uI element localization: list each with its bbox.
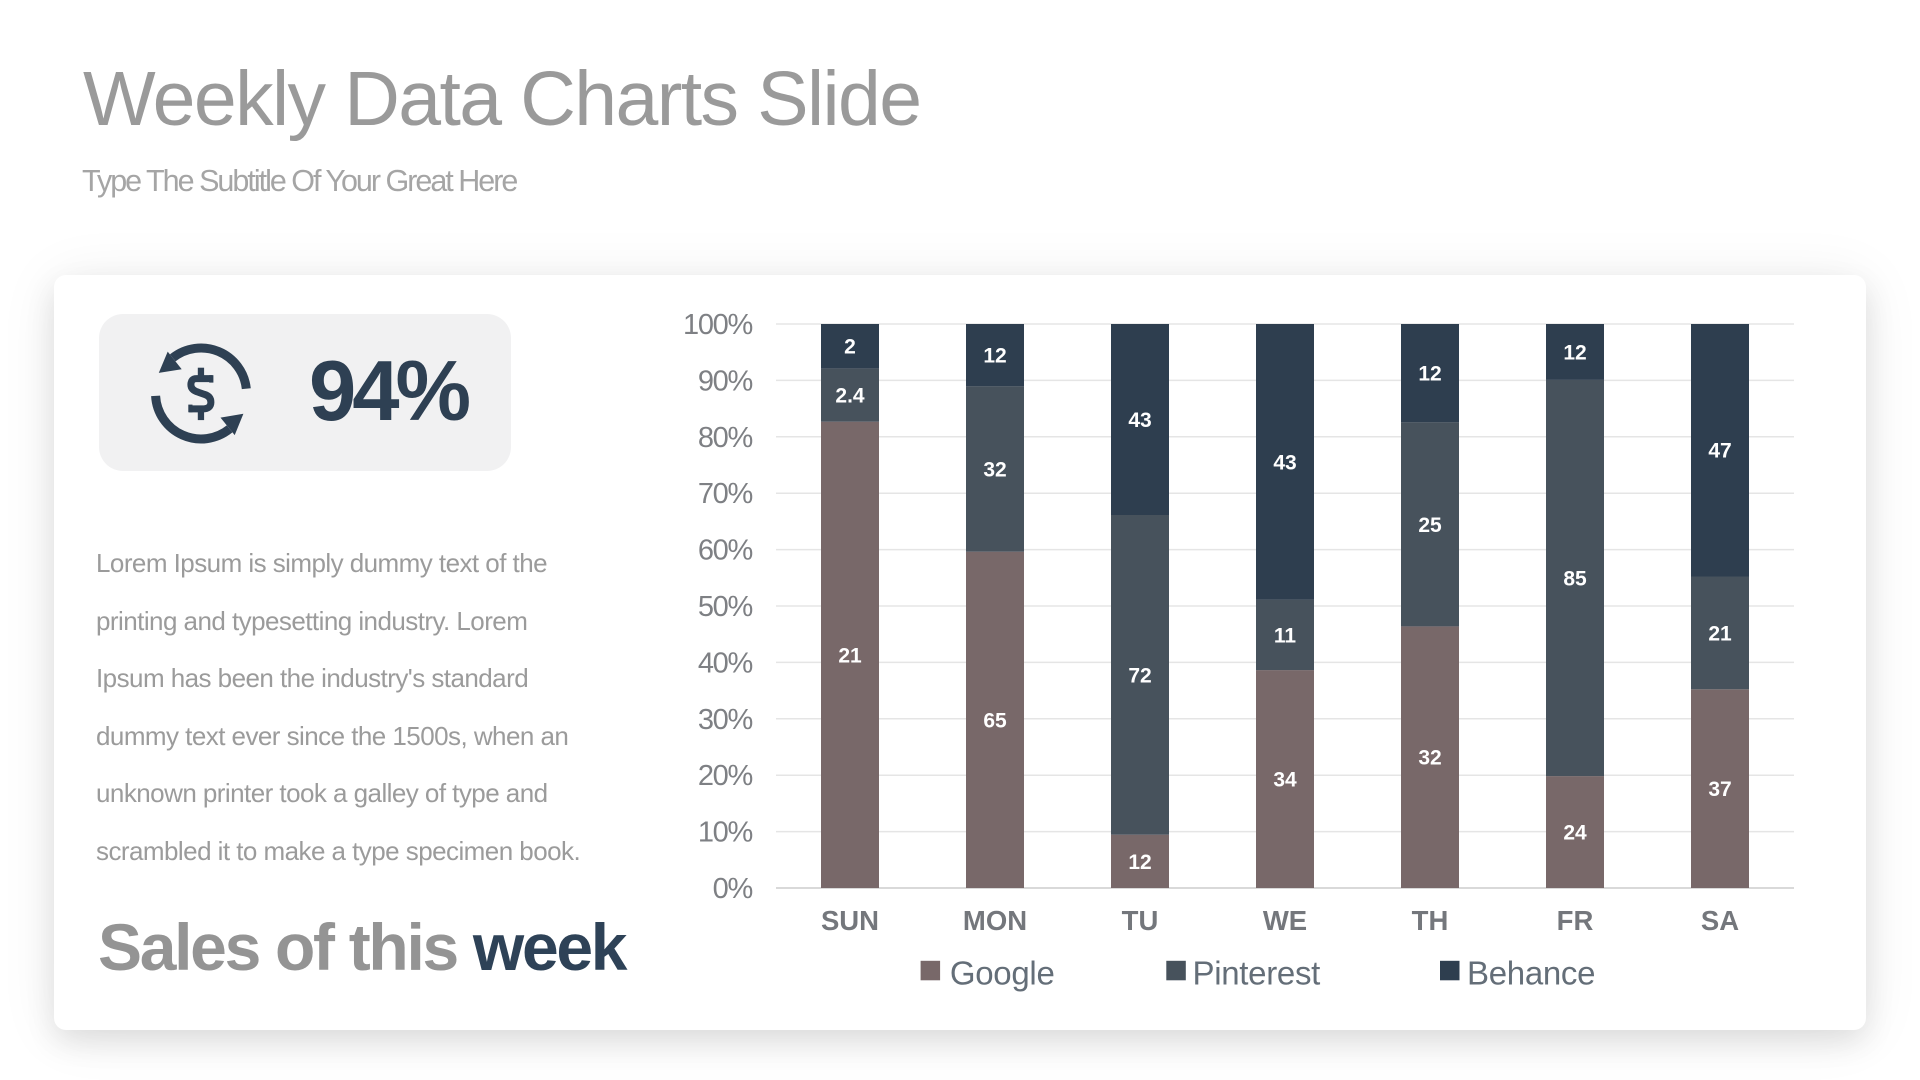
svg-text:MON: MON — [963, 905, 1027, 936]
svg-text:85: 85 — [1563, 568, 1587, 591]
svg-text:24: 24 — [1563, 822, 1587, 845]
svg-text:32: 32 — [983, 458, 1006, 481]
svg-text:TU: TU — [1122, 905, 1159, 936]
svg-text:12: 12 — [1128, 851, 1151, 874]
svg-text:TH: TH — [1412, 905, 1449, 936]
svg-text:50%: 50% — [698, 591, 753, 623]
svg-text:100%: 100% — [683, 309, 752, 341]
svg-text:72: 72 — [1128, 664, 1151, 687]
svg-text:12: 12 — [983, 345, 1006, 368]
svg-text:0%: 0% — [713, 873, 753, 905]
svg-text:Google: Google — [950, 954, 1055, 991]
svg-text:SA: SA — [1701, 905, 1739, 936]
svg-text:SUN: SUN — [821, 905, 879, 936]
svg-text:37: 37 — [1708, 778, 1731, 801]
svg-text:Pinterest: Pinterest — [1193, 954, 1321, 991]
svg-text:47: 47 — [1708, 440, 1731, 463]
svg-text:WE: WE — [1263, 905, 1307, 936]
svg-text:65: 65 — [983, 709, 1007, 732]
svg-text:11: 11 — [1274, 624, 1297, 647]
svg-text:2: 2 — [844, 336, 856, 359]
svg-text:30%: 30% — [698, 704, 753, 736]
svg-text:FR: FR — [1557, 905, 1594, 936]
svg-text:2.4: 2.4 — [835, 385, 865, 408]
svg-text:32: 32 — [1418, 747, 1441, 770]
svg-text:80%: 80% — [698, 422, 753, 454]
svg-text:34: 34 — [1273, 769, 1297, 792]
svg-text:40%: 40% — [698, 647, 753, 679]
svg-text:21: 21 — [838, 644, 862, 667]
svg-text:25: 25 — [1418, 514, 1442, 537]
svg-text:43: 43 — [1128, 409, 1151, 432]
svg-text:Behance: Behance — [1467, 954, 1595, 991]
svg-text:70%: 70% — [698, 478, 753, 510]
svg-text:12: 12 — [1418, 363, 1441, 386]
svg-text:90%: 90% — [698, 365, 753, 397]
svg-text:43: 43 — [1273, 451, 1296, 474]
svg-text:10%: 10% — [698, 817, 753, 849]
svg-text:21: 21 — [1708, 622, 1732, 645]
svg-text:12: 12 — [1563, 342, 1586, 365]
svg-text:20%: 20% — [698, 760, 753, 792]
svg-text:60%: 60% — [698, 535, 753, 567]
